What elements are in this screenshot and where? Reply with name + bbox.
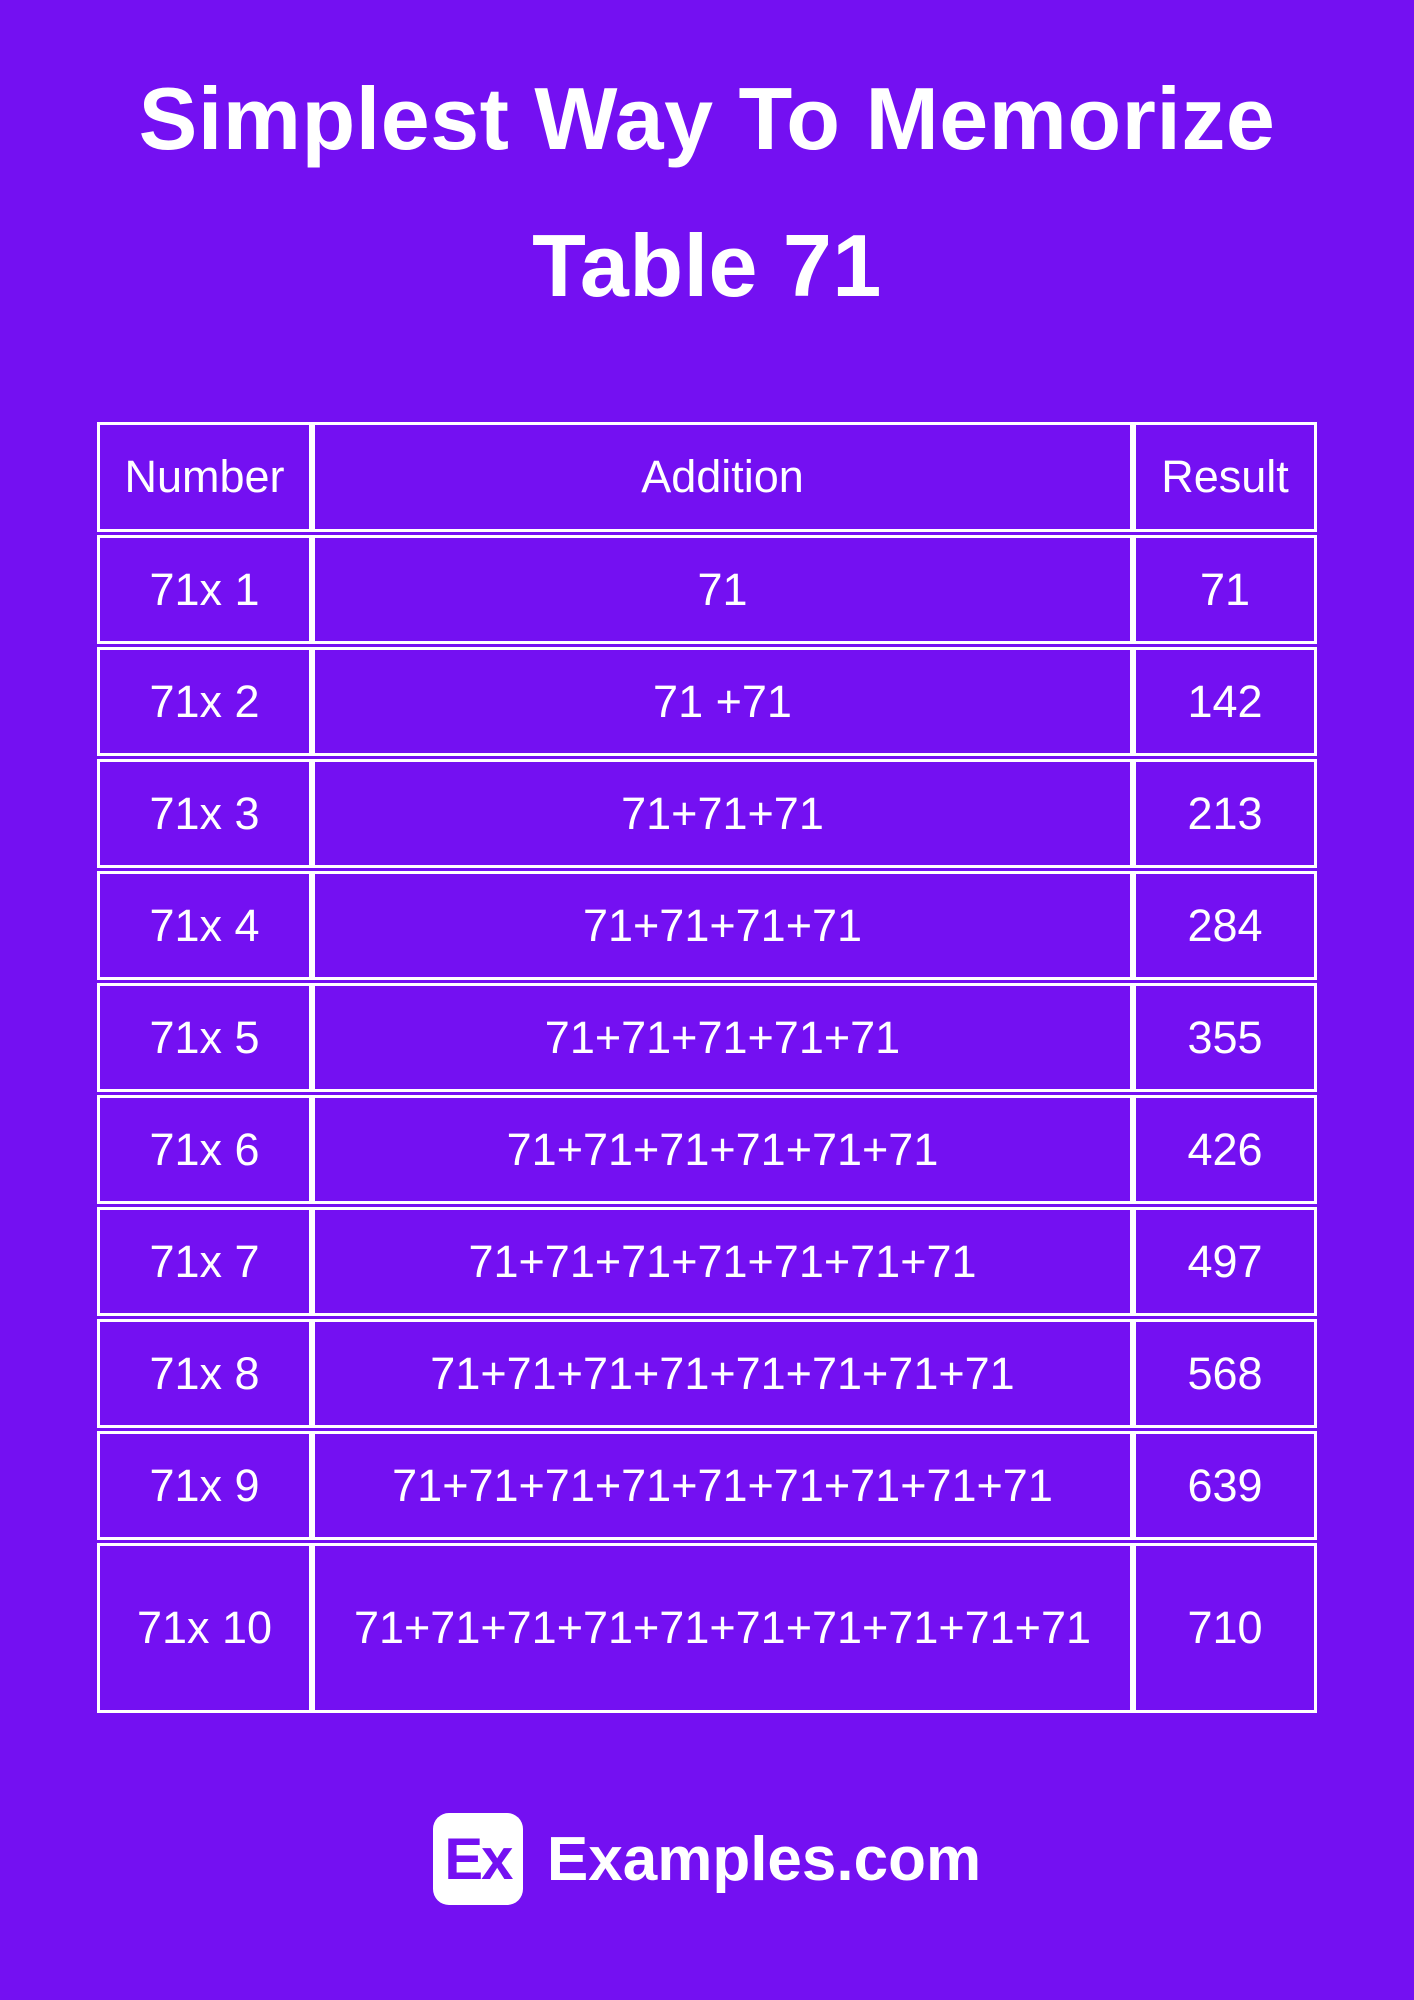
title-line-2: Table 71 xyxy=(532,216,882,315)
number-cell: 71x 3 xyxy=(97,759,312,868)
result-cell: 213 xyxy=(1133,759,1317,868)
addition-cell: 71+71+71+71+71 xyxy=(312,983,1133,1092)
column-header-addition: Addition xyxy=(312,422,1133,532)
result-cell: 497 xyxy=(1133,1207,1317,1316)
footer: Ex Examples.com xyxy=(0,1813,1414,1905)
number-cell: 71x 4 xyxy=(97,871,312,980)
result-cell: 639 xyxy=(1133,1431,1317,1540)
result-cell: 426 xyxy=(1133,1095,1317,1204)
result-cell: 71 xyxy=(1133,535,1317,644)
result-cell: 142 xyxy=(1133,647,1317,756)
multiplication-table-71: Number Addition Result 71x 1 71 71 71x 2… xyxy=(97,419,1317,1716)
logo-text: Ex xyxy=(444,1826,513,1892)
result-cell: 568 xyxy=(1133,1319,1317,1428)
number-cell: 71x 7 xyxy=(97,1207,312,1316)
number-cell: 71x 10 xyxy=(97,1543,312,1713)
number-cell: 71x 8 xyxy=(97,1319,312,1428)
site-name: Examples.com xyxy=(546,1824,982,1894)
page-title: Simplest Way To Memorize Table 71 xyxy=(0,0,1414,339)
column-header-number: Number xyxy=(97,422,312,532)
addition-cell: 71+71+71+71+71+71+71 xyxy=(312,1207,1133,1316)
addition-cell: 71+71+71+71+71+71+71+71+71+71 xyxy=(312,1543,1133,1713)
result-cell: 355 xyxy=(1133,983,1317,1092)
addition-cell: 71 xyxy=(312,535,1133,644)
table-row: 71x 8 71+71+71+71+71+71+71+71 568 xyxy=(97,1319,1317,1428)
title-line-1: Simplest Way To Memorize xyxy=(138,69,1276,168)
header-row: Number Addition Result xyxy=(97,422,1317,532)
addition-cell: 71+71+71+71+71+71 xyxy=(312,1095,1133,1204)
addition-cell: 71+71+71+71 xyxy=(312,871,1133,980)
addition-cell: 71+71+71 xyxy=(312,759,1133,868)
table-row: 71x 5 71+71+71+71+71 355 xyxy=(97,983,1317,1092)
table-row: 71x 3 71+71+71 213 xyxy=(97,759,1317,868)
addition-cell: 71+71+71+71+71+71+71+71+71 xyxy=(312,1431,1133,1540)
table-row: 71x 9 71+71+71+71+71+71+71+71+71 639 xyxy=(97,1431,1317,1540)
number-cell: 71x 9 xyxy=(97,1431,312,1540)
table-row: 71x 1 71 71 xyxy=(97,535,1317,644)
addition-cell: 71+71+71+71+71+71+71+71 xyxy=(312,1319,1133,1428)
table-row: 71x 4 71+71+71+71 284 xyxy=(97,871,1317,980)
number-cell: 71x 5 xyxy=(97,983,312,1092)
addition-cell: 71 +71 xyxy=(312,647,1133,756)
result-cell: 284 xyxy=(1133,871,1317,980)
table-row: 71x 2 71 +71 142 xyxy=(97,647,1317,756)
result-cell: 710 xyxy=(1133,1543,1317,1713)
number-cell: 71x 2 xyxy=(97,647,312,756)
number-cell: 71x 6 xyxy=(97,1095,312,1204)
column-header-result: Result xyxy=(1133,422,1317,532)
table-row: 71x 7 71+71+71+71+71+71+71 497 xyxy=(97,1207,1317,1316)
table-row: 71x 10 71+71+71+71+71+71+71+71+71+71 710 xyxy=(97,1543,1317,1713)
number-cell: 71x 1 xyxy=(97,535,312,644)
examples-logo-icon: Ex xyxy=(432,1813,523,1905)
table-row: 71x 6 71+71+71+71+71+71 426 xyxy=(97,1095,1317,1204)
